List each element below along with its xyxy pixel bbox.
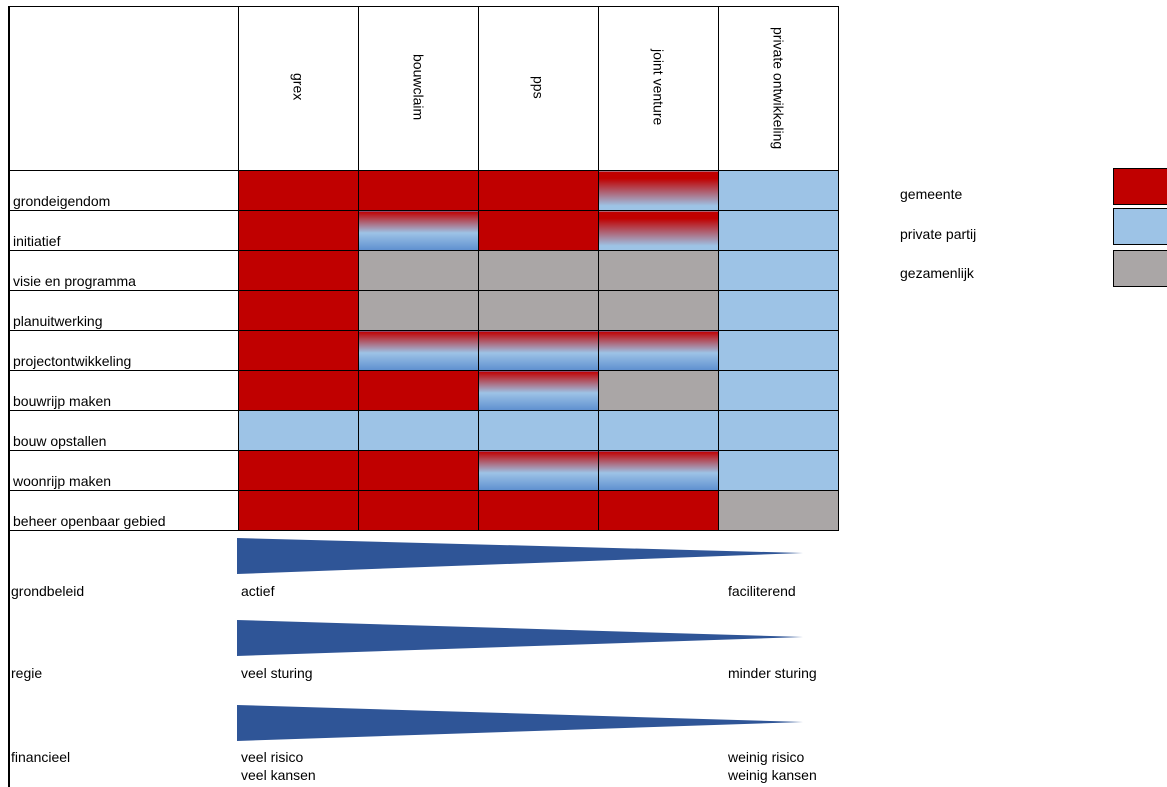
- matrix-cell: [718, 330, 839, 371]
- scale-right-label: faciliterend: [728, 583, 796, 599]
- scale-left-label: veel risico: [241, 749, 304, 765]
- matrix-cell: [598, 210, 719, 251]
- matrix-cell: [358, 490, 479, 531]
- matrix-cell: [238, 210, 359, 251]
- matrix-cell: [598, 370, 719, 411]
- matrix-cell: [358, 410, 479, 451]
- grondbeleid-wedge: [237, 538, 803, 574]
- matrix-cell: [358, 210, 479, 251]
- matrix-cell: [238, 450, 359, 491]
- matrix-cell: [718, 170, 839, 211]
- matrix-cell: [718, 370, 839, 411]
- matrix-cell: [718, 490, 839, 531]
- matrix-cell: [718, 410, 839, 451]
- matrix-cell: [478, 370, 599, 411]
- column-header-label: pps: [530, 75, 547, 99]
- matrix-row: initiatief: [8, 210, 839, 251]
- matrix-row: visie en programma: [8, 250, 839, 291]
- column-header-label: private ontwikkeling: [770, 26, 787, 150]
- matrix-body: grondeigendom initiatief visie en programm…: [8, 170, 839, 531]
- matrix-cell: [718, 450, 839, 491]
- matrix-cell: [358, 370, 479, 411]
- matrix-cell: [238, 370, 359, 411]
- scale-label: financieel: [11, 749, 71, 765]
- matrix-cell: [718, 290, 839, 331]
- row-label: woonrijp maken: [8, 450, 239, 491]
- matrix-cell: [358, 450, 479, 491]
- row-label: bouw opstallen: [8, 410, 239, 451]
- matrix-cell: [478, 410, 599, 451]
- row-label: visie en programma: [8, 250, 239, 291]
- matrix-cell: [718, 250, 839, 291]
- matrix-row: projectontwikkeling: [8, 330, 839, 371]
- column-header: bouwclaim: [358, 6, 479, 171]
- matrix-cell: [478, 450, 599, 491]
- matrix-cell: [238, 170, 359, 211]
- row-label: bouwrijp maken: [8, 370, 239, 411]
- matrix-cell: [238, 290, 359, 331]
- column-header-label: grex: [290, 73, 307, 101]
- column-header-label: bouwclaim: [410, 53, 427, 121]
- matrix-cell: [598, 450, 719, 491]
- scale-right-label: minder sturing: [728, 665, 817, 681]
- matrix-cell: [238, 250, 359, 291]
- column-header-row: grex bouwclaim pps joint venture private…: [8, 6, 839, 171]
- matrix-row: woonrijp maken: [8, 450, 839, 491]
- matrix-cell: [598, 290, 719, 331]
- scale-label: regie: [11, 665, 43, 681]
- corner-cell: [8, 6, 239, 171]
- matrix-row: bouw opstallen: [8, 410, 839, 451]
- responsibility-matrix: grex bouwclaim pps joint venture private…: [8, 6, 839, 531]
- matrix-cell: [238, 330, 359, 371]
- regie-wedge: [237, 620, 803, 656]
- matrix-cell: [598, 170, 719, 211]
- row-label: initiatief: [8, 210, 239, 251]
- legend-swatch-gezamenlijk: [1113, 250, 1167, 287]
- matrix-cell: [358, 170, 479, 211]
- matrix-cell: [478, 210, 599, 251]
- matrix-cell: [598, 410, 719, 451]
- matrix-cell: [238, 410, 359, 451]
- row-label: planuitwerking: [8, 290, 239, 331]
- column-header-label: joint venture: [650, 48, 667, 126]
- matrix-cell: [478, 330, 599, 371]
- matrix-row: grondeigendom: [8, 170, 839, 211]
- legend-label-gezamenlijk: gezamenlijk: [900, 265, 974, 281]
- matrix-cell: [358, 290, 479, 331]
- left-border-line: [8, 520, 10, 787]
- matrix-cell: [598, 490, 719, 531]
- matrix-row: planuitwerking: [8, 290, 839, 331]
- column-header: pps: [478, 6, 599, 171]
- legend-label-private: private partij: [900, 226, 977, 242]
- matrix-cell: [718, 210, 839, 251]
- matrix-cell: [478, 250, 599, 291]
- matrix-row: beheer openbaar gebied: [8, 490, 839, 531]
- scale-right-label: weinig risico: [728, 749, 805, 765]
- column-header: grex: [238, 6, 359, 171]
- financieel-wedge: [237, 705, 803, 741]
- matrix-cell: [358, 330, 479, 371]
- scale-label: grondbeleid: [11, 583, 85, 599]
- matrix-cell: [598, 250, 719, 291]
- row-label: projectontwikkeling: [8, 330, 239, 371]
- matrix-cell: [358, 250, 479, 291]
- legend-swatch-gemeente: [1113, 168, 1167, 205]
- column-header: private ontwikkeling: [718, 6, 839, 171]
- matrix-cell: [598, 330, 719, 371]
- matrix-row: bouwrijp maken: [8, 370, 839, 411]
- scale-left-label: actief: [241, 583, 275, 599]
- scale-left-label-2: veel kansen: [241, 767, 316, 783]
- row-label: grondeigendom: [8, 170, 239, 211]
- column-header: joint venture: [598, 6, 719, 171]
- scale-left-label: veel sturing: [241, 665, 313, 681]
- matrix-cell: [478, 170, 599, 211]
- legend-swatch-private: [1113, 208, 1167, 245]
- matrix-cell: [478, 490, 599, 531]
- row-label: beheer openbaar gebied: [8, 490, 239, 531]
- scale-right-label-2: weinig kansen: [728, 767, 817, 783]
- legend-label-gemeente: gemeente: [900, 186, 963, 202]
- matrix-cell: [238, 490, 359, 531]
- matrix-cell: [478, 290, 599, 331]
